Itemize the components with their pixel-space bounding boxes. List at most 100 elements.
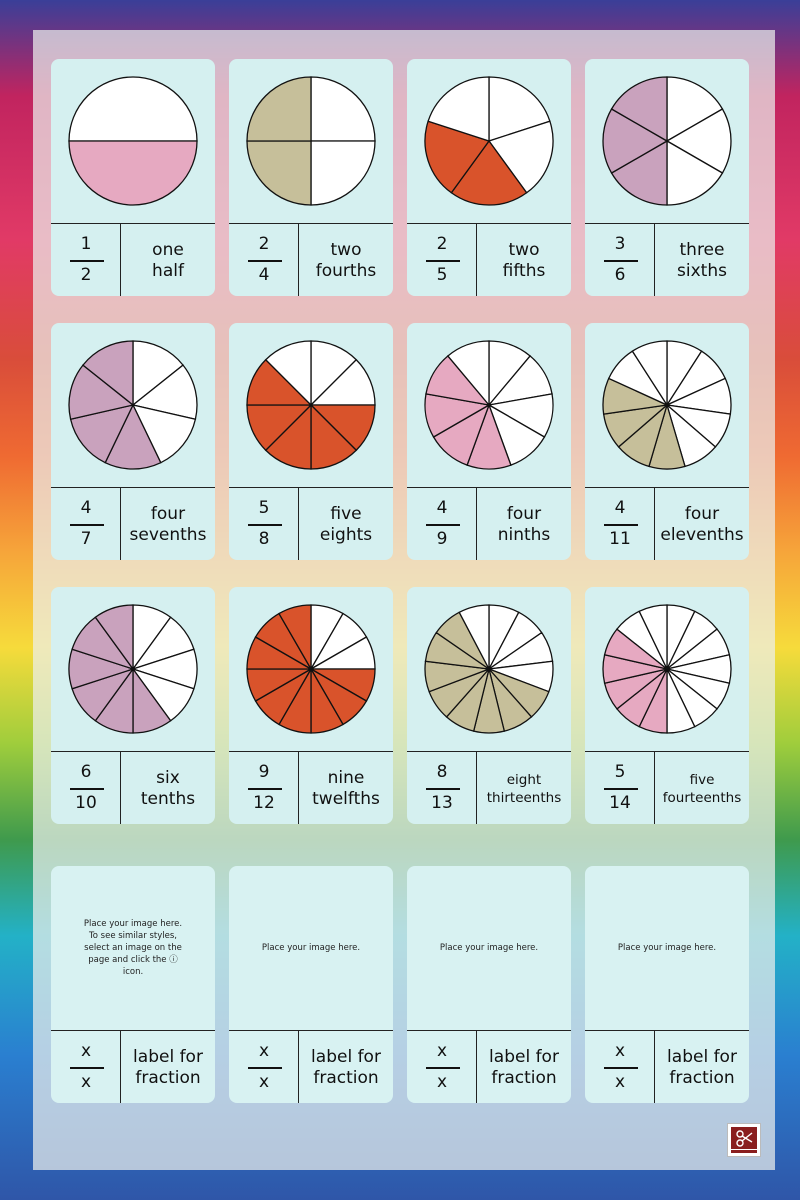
fraction-label-row: 4 11 four elevenths [585, 487, 749, 560]
fraction-word: four ninths [477, 488, 571, 560]
image-placeholder[interactable]: Place your image here. [421, 866, 557, 1030]
fraction-word-line-1: label for [489, 1046, 559, 1067]
shaded-slice [94, 604, 134, 672]
fraction-word: four sevenths [121, 488, 215, 560]
fraction-label-row: 4 7 four sevenths [51, 487, 215, 560]
fraction-word-line-2: fraction [491, 1067, 557, 1088]
empty-slice [458, 604, 490, 670]
placeholder-text: Place your image here. [261, 943, 361, 953]
fraction-bar [70, 1067, 104, 1069]
empty-slice [131, 364, 198, 421]
fraction-bar [248, 524, 282, 526]
fraction-word: six tenths [121, 752, 215, 824]
fraction-word-line-2: tenths [140, 788, 196, 809]
numerator: 4 [614, 498, 626, 518]
fraction-word-line-1: label for [311, 1046, 381, 1067]
numerator: 2 [436, 234, 448, 254]
empty-slice [487, 120, 554, 194]
fraction-label-row: 9 12 nine twelfths [229, 751, 393, 824]
empty-slice [132, 340, 184, 407]
brand-logo [727, 1123, 761, 1157]
shaded-slice [68, 140, 198, 206]
fraction-pie [246, 604, 376, 734]
fraction-bar [70, 788, 104, 790]
pie-area [229, 587, 393, 751]
pie-area [229, 323, 393, 487]
pie-area [229, 59, 393, 223]
placeholder-card: Place your image here. x x label for fractio… [229, 866, 393, 1103]
shaded-slice [68, 364, 135, 421]
fraction-word-line-2: ninths [497, 524, 551, 545]
fraction-word-line-2: half [152, 260, 184, 281]
placeholder-text: Place your image here. [439, 943, 539, 953]
denominator: 9 [436, 529, 448, 549]
fraction-word-line-2: fifths [502, 260, 546, 281]
fraction-word-line-1: four [684, 503, 720, 524]
fraction-card: 4 9 four ninths [407, 323, 571, 560]
fraction-word-line-2: sevenths [129, 524, 207, 545]
empty-slice [131, 404, 197, 464]
shaded-slice [450, 139, 528, 206]
denominator: 13 [431, 793, 453, 813]
empty-slice [631, 340, 668, 408]
fraction-word: five fourteenths [655, 752, 749, 824]
fraction-pie [602, 604, 732, 734]
fraction-card: 5 8 five eights [229, 323, 393, 560]
fraction-word-line-2: elevenths [660, 524, 744, 545]
fraction-word-line-2: thirteenths [486, 789, 562, 806]
denominator: 11 [609, 529, 631, 549]
image-placeholder[interactable]: Place your image here. [599, 866, 735, 1030]
fraction-card: 5 14 five fourteenths [585, 587, 749, 824]
fraction-bar [248, 1067, 282, 1069]
fraction-bar [248, 788, 282, 790]
denominator: 7 [80, 529, 92, 549]
fraction-word-line-1: nine [327, 767, 365, 788]
shaded-slice [278, 604, 312, 672]
denominator: 6 [614, 265, 626, 285]
denominator: x [80, 1072, 92, 1092]
fraction-word-line-2: sixths [677, 260, 727, 281]
fraction-word-line-1: two [330, 239, 362, 260]
fraction-label-row: 2 4 two fourths [229, 223, 393, 296]
fraction-bar [70, 524, 104, 526]
empty-slice [310, 140, 376, 206]
fraction-bar [604, 788, 638, 790]
fraction-bar [604, 1067, 638, 1069]
fraction-pie [68, 76, 198, 206]
empty-slice [68, 76, 198, 142]
fraction-word-line-1: label for [133, 1046, 203, 1067]
fraction-label-row: x x label for fraction [585, 1030, 749, 1103]
pie-area [51, 587, 215, 751]
fraction-word: label for fraction [477, 1031, 571, 1103]
image-placeholder[interactable]: Place your image here. [243, 866, 379, 1030]
empty-slice [488, 76, 551, 142]
numerator: x [80, 1041, 92, 1061]
denominator: x [614, 1072, 626, 1092]
fraction-word-line-1: label for [667, 1046, 737, 1067]
fraction-pie [68, 604, 198, 734]
fraction-word: five eights [299, 488, 393, 560]
shaded-slice [82, 340, 134, 407]
fraction-word: eight thirteenths [477, 752, 571, 824]
numerator: 5 [258, 498, 270, 518]
numerator: 9 [258, 762, 270, 782]
pie-area [585, 59, 749, 223]
fraction-card: 6 10 six tenths [51, 587, 215, 824]
fraction-bar [248, 260, 282, 262]
shaded-slice [246, 76, 312, 142]
empty-slice [666, 139, 724, 206]
fraction-card: 3 6 three sixths [585, 59, 749, 296]
fraction-card: 9 12 nine twelfths [229, 587, 393, 824]
image-placeholder[interactable]: Place your image here. To see similar st… [65, 866, 201, 1030]
fraction-word: two fourths [299, 224, 393, 296]
fraction-pie [602, 76, 732, 206]
fraction-label-row: 1 2 one half [51, 223, 215, 296]
placeholder-text: Place your image here. [617, 943, 717, 953]
fraction-bar [426, 260, 460, 262]
fraction-card: 2 5 two fifths [407, 59, 571, 296]
fraction-word-line-1: eight [506, 771, 542, 788]
empty-slice [427, 76, 490, 142]
denominator: 5 [436, 265, 448, 285]
